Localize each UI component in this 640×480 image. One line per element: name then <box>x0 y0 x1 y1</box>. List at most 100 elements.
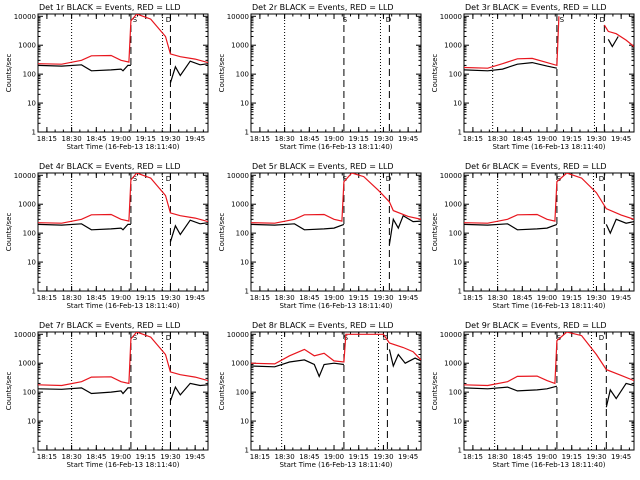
x-tick-label: 18:45 <box>512 294 532 302</box>
y-tick-label: 10000 <box>14 13 36 21</box>
series-line-events <box>388 349 421 368</box>
chart-title: Det 4r BLACK = Events, RED = LLD <box>39 162 181 171</box>
y-tick-label: 100 <box>449 71 462 79</box>
marker-label: D <box>600 16 605 24</box>
y-axis-label: Counts/sec <box>218 54 226 93</box>
chart-title: Det 3r BLACK = Events, RED = LLD <box>465 3 607 12</box>
y-axis-label: Counts/sec <box>218 213 226 252</box>
y-tick-label: 1000 <box>18 360 36 368</box>
marker-label: S <box>133 16 138 24</box>
x-tick-label: 19:30 <box>586 294 606 302</box>
y-tick-label: 1 <box>245 129 249 137</box>
x-tick-label: 19:00 <box>324 294 344 302</box>
y-tick-label: 1000 <box>444 360 462 368</box>
series-layer <box>38 14 208 84</box>
y-tick-label: 100 <box>23 389 36 397</box>
y-tick-label: 1000 <box>231 360 249 368</box>
x-tick-label: 19:45 <box>611 453 631 461</box>
y-tick-label: 1 <box>458 129 462 137</box>
series-layer <box>464 332 634 408</box>
x-tick-label: 19:15 <box>136 135 156 143</box>
x-tick-label: 18:45 <box>299 135 319 143</box>
series-layer <box>464 16 634 72</box>
x-tick-label: 18:30 <box>488 453 508 461</box>
y-tick-label: 10000 <box>14 331 36 339</box>
x-tick-label: 18:15 <box>250 453 270 461</box>
y-tick-label: 10000 <box>440 172 462 180</box>
series-layer <box>464 173 634 235</box>
x-tick-label: 19:30 <box>586 453 606 461</box>
axes-frame <box>37 331 209 451</box>
y-tick-label: 1 <box>245 447 249 455</box>
x-tick-label: 19:00 <box>111 453 131 461</box>
axes-frame <box>463 331 635 451</box>
marker-label: S <box>133 334 138 342</box>
x-tick-label: 18:30 <box>62 294 82 302</box>
y-tick-label: 1000 <box>18 42 36 50</box>
marker-label: D <box>166 175 171 183</box>
x-tick-label: 19:30 <box>160 294 180 302</box>
x-tick-label: 19:45 <box>398 135 418 143</box>
y-tick-label: 10 <box>240 100 249 108</box>
chart-panel-7r: Det 7r BLACK = Events, RED = LLD 1 10 100 10… <box>5 321 209 469</box>
axes-frame <box>250 13 422 133</box>
x-tick-label: 18:15 <box>463 135 483 143</box>
x-tick-label: 18:45 <box>86 135 106 143</box>
marker-label: D <box>599 175 604 183</box>
series-layer <box>251 173 421 245</box>
x-axis-label: Start Time (16-Feb-13 18:11:40) <box>66 461 179 469</box>
y-tick-label: 1 <box>32 129 36 137</box>
x-tick-label: 18:45 <box>299 294 319 302</box>
chart-title: Det 6r BLACK = Events, RED = LLD <box>465 162 607 171</box>
series-line-events <box>605 382 634 408</box>
y-axis-label: Counts/sec <box>431 213 439 252</box>
chart-panel-4r: Det 4r BLACK = Events, RED = LLD 1 10 100 10… <box>5 162 209 310</box>
chart-title: Det 1r BLACK = Events, RED = LLD <box>39 3 181 12</box>
chart-panel-5r: Det 5r BLACK = Events, RED = LLD 1 10 100 10… <box>218 162 422 310</box>
marker-label: S <box>343 16 348 24</box>
x-tick-label: 19:30 <box>160 135 180 143</box>
series-line-events <box>605 218 634 235</box>
x-tick-label: 19:30 <box>586 135 606 143</box>
chart-panel-9r: Det 9r BLACK = Events, RED = LLD 1 10 100 10… <box>431 321 635 469</box>
x-tick-label: 18:15 <box>37 294 57 302</box>
series-line-lld <box>251 173 421 224</box>
x-tick-label: 18:15 <box>37 453 57 461</box>
series-layer <box>38 332 208 402</box>
x-tick-label: 19:15 <box>562 294 582 302</box>
x-tick-label: 18:45 <box>512 135 532 143</box>
x-tick-label: 19:45 <box>185 294 205 302</box>
y-tick-label: 100 <box>23 230 36 238</box>
y-tick-label: 1 <box>245 288 249 296</box>
x-tick-label: 19:15 <box>136 453 156 461</box>
x-axis-label: Start Time (16-Feb-13 18:11:40) <box>66 143 179 151</box>
x-axis-label: Start Time (16-Feb-13 18:11:40) <box>492 302 605 310</box>
y-tick-label: 1 <box>32 288 36 296</box>
series-line-lld <box>38 173 208 224</box>
x-tick-label: 19:00 <box>537 453 557 461</box>
x-tick-label: 19:30 <box>373 135 393 143</box>
y-tick-label: 10000 <box>227 331 249 339</box>
series-line-events <box>169 382 208 402</box>
chart-panel-2r: Det 2r BLACK = Events, RED = LLD 1 10 100 10… <box>218 3 422 151</box>
y-tick-label: 10000 <box>440 13 462 21</box>
series-layer <box>251 333 421 378</box>
axes-frame <box>463 13 635 133</box>
y-tick-label: 10000 <box>227 172 249 180</box>
series-line-events <box>464 61 558 72</box>
series-line-lld <box>38 14 208 65</box>
y-tick-label: 100 <box>449 230 462 238</box>
x-axis-label: Start Time (16-Feb-13 18:11:40) <box>279 302 392 310</box>
y-tick-label: 10 <box>27 259 36 267</box>
marker-label: S <box>560 16 565 24</box>
y-tick-label: 10000 <box>440 331 462 339</box>
y-tick-label: 1 <box>458 288 462 296</box>
x-axis-label: Start Time (16-Feb-13 18:11:40) <box>279 143 392 151</box>
y-tick-label: 100 <box>236 389 249 397</box>
x-tick-label: 18:45 <box>512 453 532 461</box>
y-tick-label: 10 <box>240 418 249 426</box>
x-tick-label: 19:45 <box>398 294 418 302</box>
chart-title: Det 2r BLACK = Events, RED = LLD <box>252 3 394 12</box>
x-tick-label: 19:15 <box>349 135 369 143</box>
